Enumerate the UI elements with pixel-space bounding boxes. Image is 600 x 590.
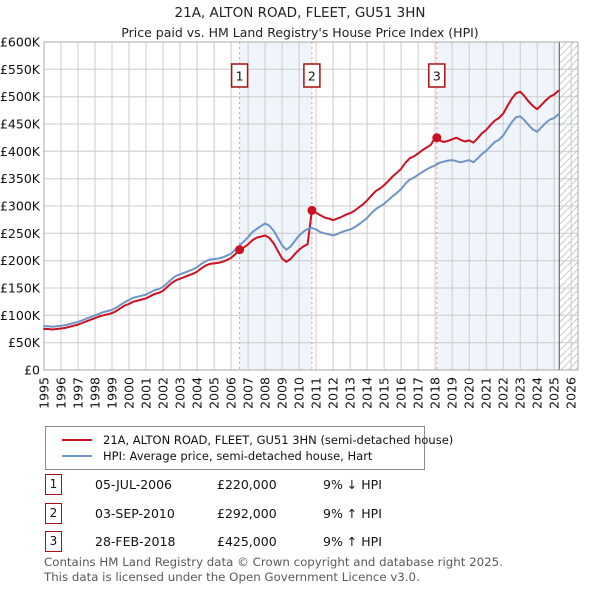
sale-date: 05-JUL-2006: [95, 477, 173, 492]
legend-label: HPI: Average price, semi-detached house,…: [103, 449, 373, 463]
y-tick-label: £450K: [0, 117, 41, 132]
x-tick-label: 2008: [258, 377, 273, 409]
x-tick-label: 2001: [139, 377, 154, 409]
x-tick-label: 2014: [360, 377, 375, 409]
x-tick-label: 2005: [207, 377, 222, 409]
legend-item-price-paid: 21A, ALTON ROAD, FLEET, GU51 3HN (semi-d…: [52, 432, 453, 448]
x-tick-label: 1997: [71, 377, 86, 409]
license-note: Contains HM Land Registry data © Crown c…: [44, 555, 503, 584]
x-tick-label: 2019: [445, 377, 460, 409]
sale-point-dot: [235, 245, 245, 255]
x-tick-label: 1999: [105, 377, 120, 409]
sale-hpi-delta: 9% ↑ HPI: [323, 506, 382, 521]
x-tick-label: 2004: [190, 377, 205, 409]
price-chart: 1 2 3 £0 £50K £100K £150K £200K £250K £300K £350K £…: [0, 35, 579, 409]
y-tick-label: £400K: [0, 144, 41, 159]
y-tick-label: £100K: [0, 308, 41, 323]
x-tick-label: 2013: [343, 377, 358, 409]
chart-legend: 21A, ALTON ROAD, FLEET, GU51 3HN (semi-d…: [45, 426, 453, 470]
sale-hpi-delta: 9% ↓ HPI: [323, 477, 382, 492]
y-tick-label: £300K: [0, 199, 41, 214]
sale-marker-2: 2: [45, 503, 62, 524]
x-tick-label: 2022: [496, 377, 511, 409]
sale-flag-box[interactable]: [230, 63, 249, 88]
chart-content: 1 2 3 £0 £50K £100K £150K £200K £250K £300K £350K £…: [0, 35, 579, 409]
blue-line-swatch-icon: [62, 455, 92, 457]
sale-row-1: 1 05-JUL-2006 £220,000 9% ↓ HPI: [45, 474, 555, 496]
sale-marker-1: 1: [45, 474, 62, 495]
x-tick-label: 1998: [88, 377, 103, 409]
sale-date: 03-SEP-2010: [95, 506, 175, 521]
x-tick-label: 2007: [241, 377, 256, 409]
x-tick-label: 2015: [377, 377, 392, 409]
legend-label: 21A, ALTON ROAD, FLEET, GU51 3HN (semi-d…: [103, 433, 454, 447]
sale-row-3: 3 28-FEB-2018 £425,000 9% ↑ HPI: [45, 531, 555, 553]
y-tick-label: £150K: [0, 281, 41, 296]
x-tick-label: 2003: [173, 377, 188, 409]
x-tick-label: 2017: [411, 377, 426, 409]
y-tick-label: £600K: [0, 35, 41, 50]
sale-flag-number: 2: [308, 69, 316, 84]
x-tick-label: 2025: [547, 377, 562, 409]
sale-flag-number: 1: [236, 69, 244, 84]
sale-price: £292,000: [217, 506, 277, 521]
legend-item-hpi: HPI: Average price, semi-detached house,…: [52, 448, 418, 464]
sale-hpi-delta: 9% ↑ HPI: [323, 534, 382, 549]
x-tick-label: 2010: [292, 377, 307, 409]
license-line-1: Contains HM Land Registry data © Crown c…: [44, 555, 503, 569]
sale-row-2: 2 03-SEP-2010 £292,000 9% ↑ HPI: [45, 503, 555, 525]
y-tick-label: £550K: [0, 62, 41, 77]
price-paid-line: [43, 89, 560, 331]
page-title: 21A, ALTON ROAD, FLEET, GU51 3HN: [174, 5, 426, 21]
sale-date: 28-FEB-2018: [95, 534, 176, 549]
title-block: 21A, ALTON ROAD, FLEET, GU51 3HN Price p…: [0, 5, 600, 40]
x-tick-label: 2024: [530, 377, 545, 409]
sale-flag-number: 3: [433, 69, 441, 84]
y-tick-label: £250K: [0, 226, 41, 241]
x-tick-label: 2021: [479, 377, 494, 409]
x-tick-label: 2012: [326, 377, 341, 409]
x-tick-label: 2020: [462, 377, 477, 409]
x-tick-label: 2006: [224, 377, 239, 409]
page-subtitle: Price paid vs. HM Land Registry's House …: [121, 25, 479, 40]
red-line-swatch-icon: [62, 439, 92, 441]
x-tick-label: 1996: [54, 377, 69, 409]
sale-point-dot: [432, 133, 442, 143]
x-tick-label: 2016: [394, 377, 409, 409]
x-tick-label: 2018: [428, 377, 443, 409]
x-tick-label: 2000: [122, 377, 137, 409]
y-tick-label: £350K: [0, 171, 41, 186]
sale-flag-box[interactable]: [428, 63, 446, 88]
x-tick-label: 1995: [37, 377, 52, 409]
plot-border: [43, 41, 579, 371]
x-tick-label: 2011: [309, 377, 324, 409]
x-tick-label: 2023: [513, 377, 528, 409]
x-tick-label: 2002: [156, 377, 171, 409]
license-line-2: This data is licensed under the Open Gov…: [44, 569, 420, 584]
sale-price: £220,000: [217, 477, 277, 492]
x-tick-label: 2009: [275, 377, 290, 409]
sale-price: £425,000: [217, 534, 277, 549]
sale-flag-box[interactable]: [303, 63, 321, 88]
y-tick-label: £500K: [0, 89, 41, 104]
sale-marker-3: 3: [45, 531, 62, 552]
y-tick-label: £200K: [0, 253, 41, 268]
hpi-line: [43, 113, 560, 328]
x-tick-label: 2026: [564, 377, 579, 409]
y-tick-label: £50K: [8, 335, 41, 350]
y-tick-label: £0: [24, 363, 40, 378]
sale-point-dot: [307, 205, 317, 215]
